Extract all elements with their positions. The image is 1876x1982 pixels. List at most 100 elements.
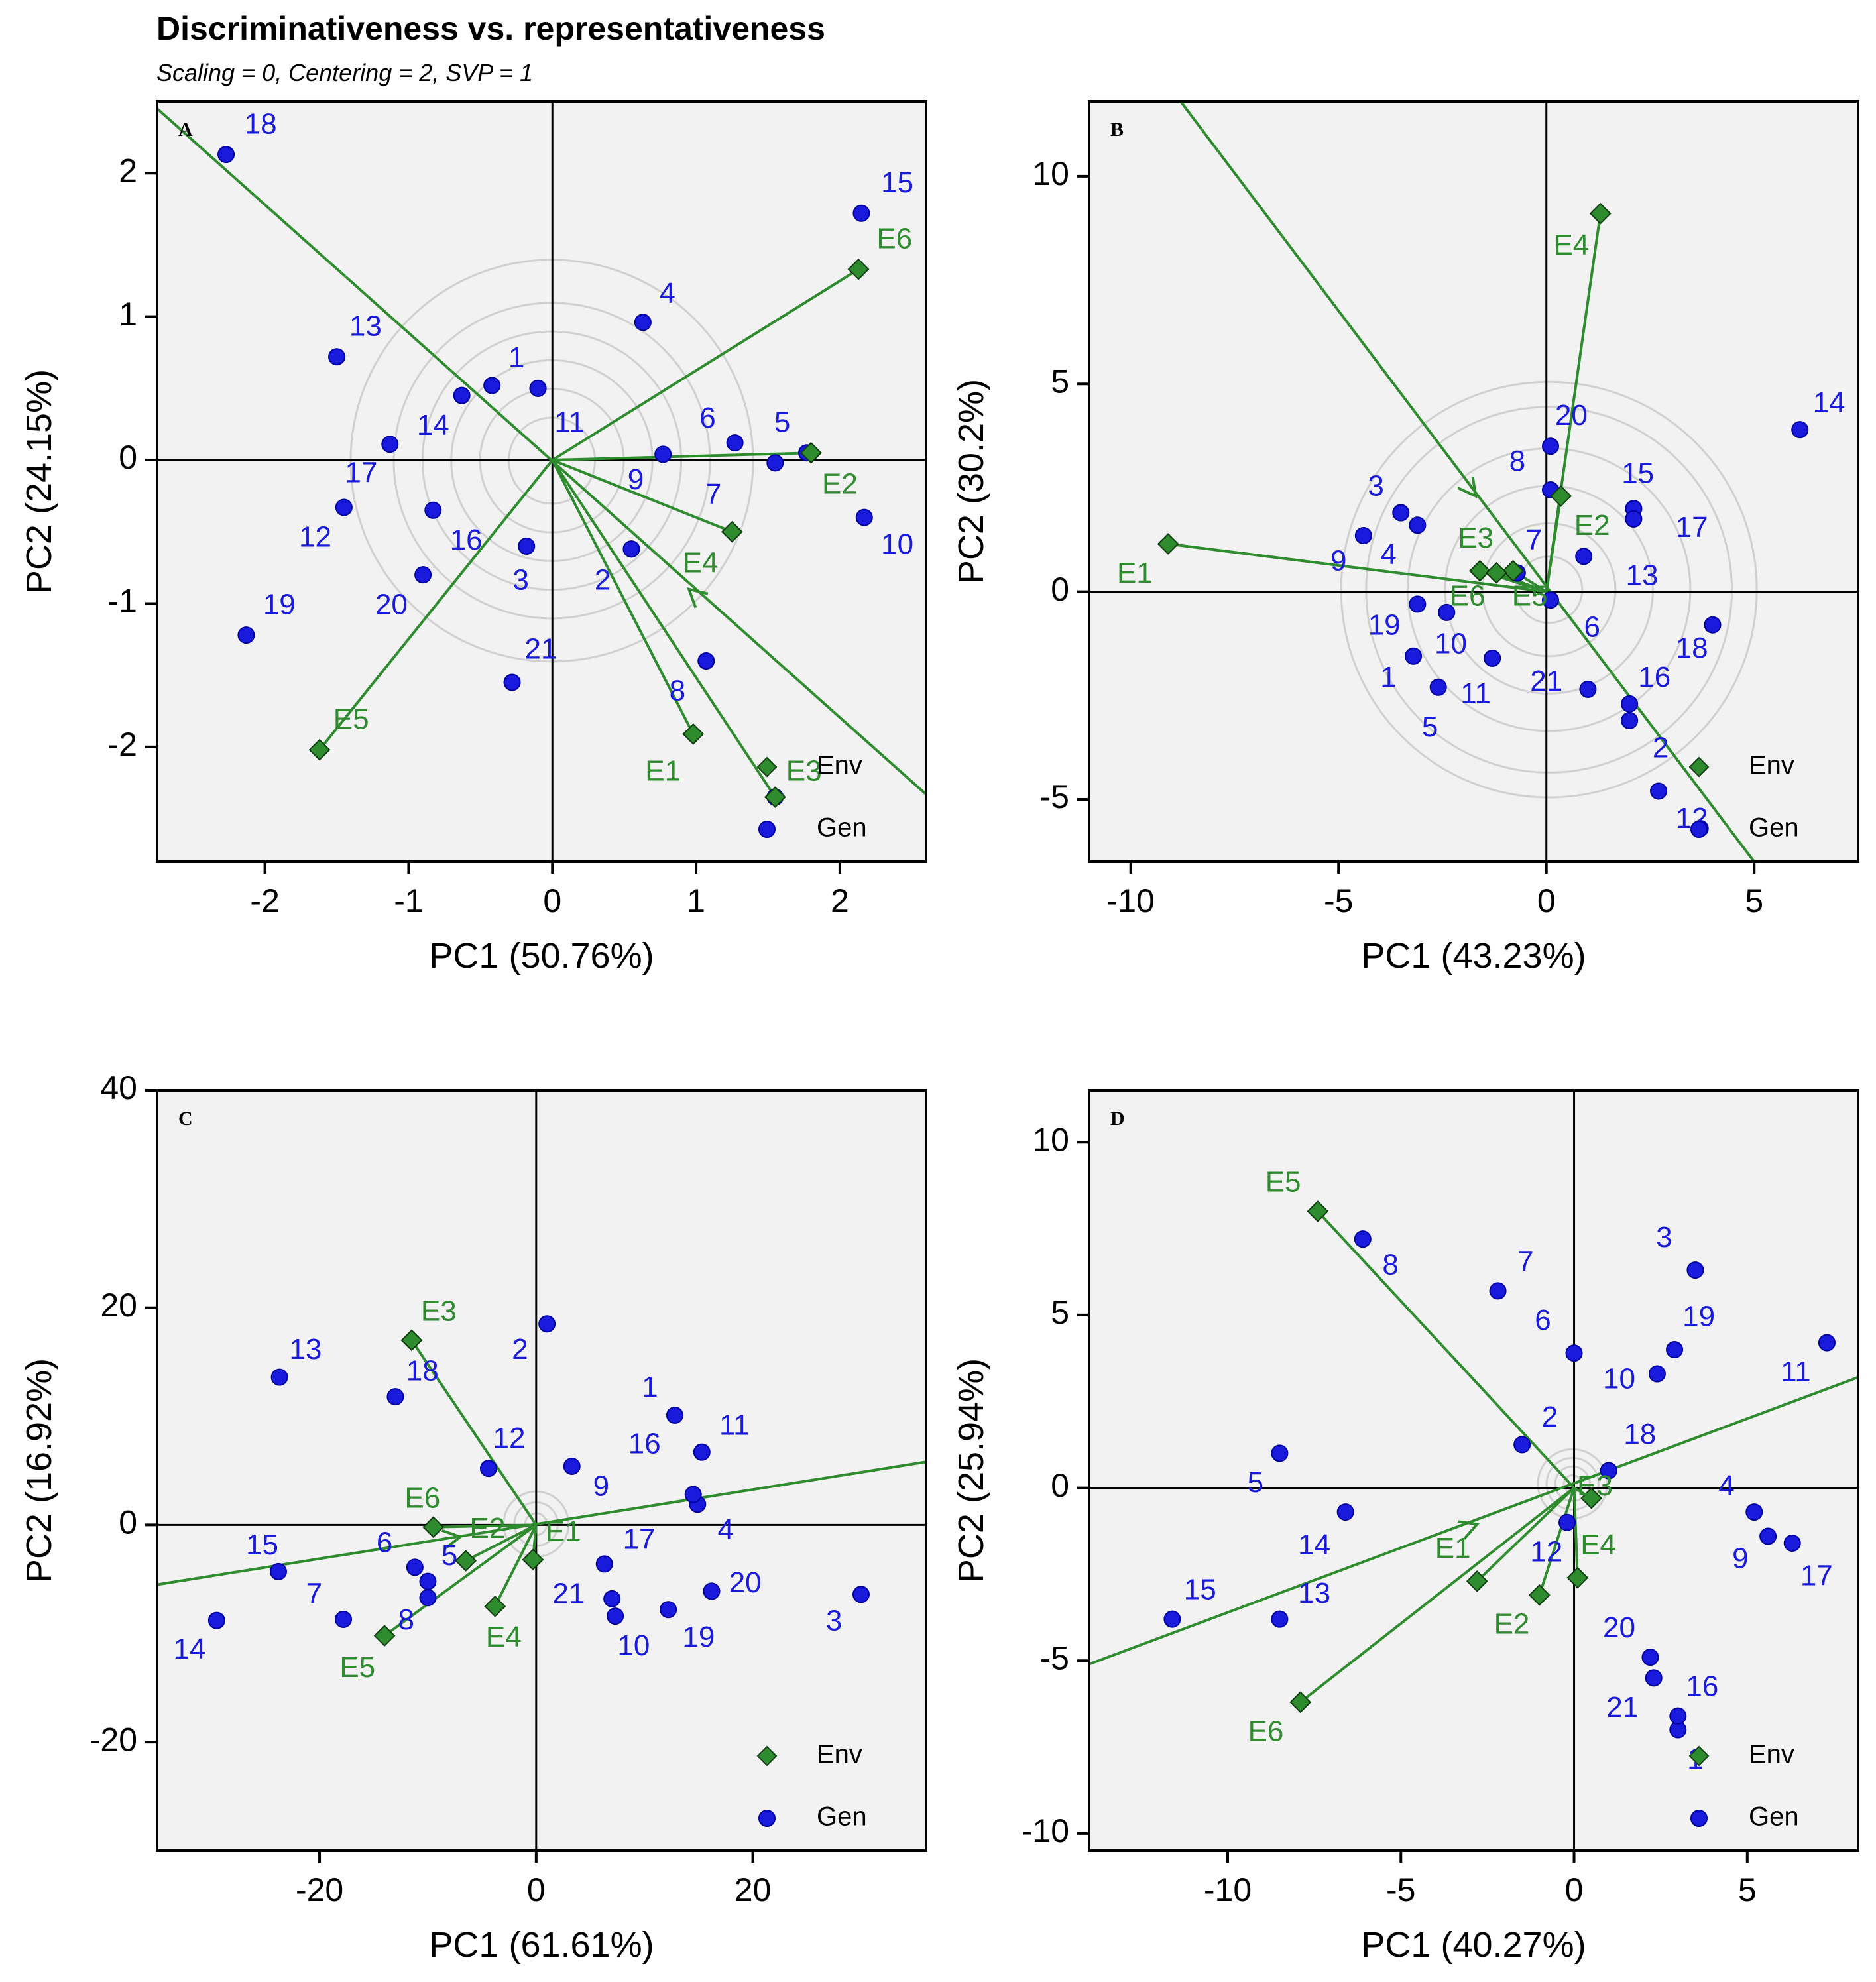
genotype-label: 7	[1526, 524, 1542, 556]
genotype-label: 11	[554, 406, 585, 439]
environment-point	[400, 1329, 423, 1352]
genotype-label: 2	[595, 564, 611, 597]
legend-gen-label: Gen	[817, 1802, 867, 1832]
genotype-label: 6	[377, 1527, 392, 1559]
genotype-point	[269, 1562, 287, 1580]
genotype-point	[538, 1315, 556, 1333]
genotype-label: 3	[1656, 1221, 1672, 1253]
x-tick-label: 0	[1537, 882, 1556, 919]
genotype-label: 15	[246, 1529, 278, 1561]
genotype-point	[1271, 1610, 1289, 1628]
genotype-label: 12	[1530, 1535, 1562, 1568]
genotype-point	[1791, 421, 1809, 439]
genotype-label: 19	[682, 1621, 715, 1653]
concentric-circle	[1514, 555, 1584, 624]
environment-point	[1289, 1691, 1312, 1714]
legend-env-marker	[756, 1745, 778, 1767]
genotype-label: 4	[718, 1513, 734, 1546]
environment-label: E3	[1458, 522, 1494, 554]
environment-point	[764, 786, 786, 809]
genotype-label: 17	[623, 1523, 656, 1556]
genotype-point	[1438, 603, 1456, 621]
genotype-label: 17	[345, 456, 377, 489]
y-tick-label: 10	[1032, 1121, 1069, 1158]
genotype-label: 19	[263, 588, 296, 620]
environment-point	[522, 1548, 544, 1571]
environment-vector	[1538, 1487, 1576, 1596]
environment-label: E5	[333, 703, 369, 736]
genotype-point	[1484, 649, 1501, 667]
panel-C: 123456789101112131415161718192021E1E2E3E…	[19, 1069, 927, 1965]
environment-point	[484, 1595, 506, 1617]
environment-vector	[433, 1523, 536, 1529]
genotype-point	[1669, 1707, 1687, 1725]
genotype-point	[483, 377, 501, 394]
legend-gen-marker	[758, 821, 776, 838]
genotype-label: 6	[699, 402, 715, 434]
environment-point	[682, 723, 705, 745]
y-tick-label: 0	[1051, 1467, 1069, 1504]
genotype-point	[406, 1558, 424, 1576]
environment-point	[1528, 1584, 1551, 1606]
genotype-point	[518, 537, 536, 555]
genotype-point	[503, 673, 521, 691]
genotype-point	[1621, 695, 1639, 713]
plot-area: 123456789101112131415161718192021E1E2E3E…	[1089, 101, 1858, 862]
genotype-point	[1621, 711, 1639, 729]
genotype-label: 20	[375, 588, 408, 620]
environment-label: E2	[1494, 1608, 1530, 1641]
genotype-point	[1600, 1462, 1617, 1480]
genotype-label: 16	[628, 1427, 661, 1460]
genotype-label: 21	[552, 1578, 585, 1610]
genotype-label: 14	[1813, 386, 1846, 419]
genotype-label: 11	[1781, 1356, 1811, 1388]
genotype-point	[270, 1368, 288, 1386]
environment-point	[455, 1550, 477, 1572]
genotype-point	[1579, 680, 1597, 698]
genotype-point	[660, 1601, 677, 1619]
genotype-label: 10	[1603, 1363, 1635, 1395]
genotype-point	[1704, 616, 1722, 634]
x-tick-label: -5	[1386, 1871, 1415, 1908]
environment-vector	[318, 459, 554, 751]
legend-env-marker	[1688, 1745, 1710, 1767]
genotype-label: 9	[1330, 544, 1346, 577]
y-tick-label: -5	[1040, 1639, 1069, 1676]
genotype-label: 14	[1298, 1529, 1330, 1561]
legend-gen-label: Gen	[1749, 813, 1799, 843]
x-tick-label: -20	[296, 1871, 343, 1908]
genotype-label: 20	[1603, 1611, 1635, 1644]
x-tick-label: 0	[1565, 1871, 1584, 1908]
genotype-point	[1625, 510, 1643, 528]
genotype-label: 10	[617, 1629, 650, 1662]
genotype-point	[453, 386, 471, 404]
environment-point	[1466, 1570, 1488, 1592]
genotype-label: 14	[417, 409, 449, 441]
genotype-point	[328, 348, 346, 366]
average-environment-axis	[1089, 1375, 1858, 1666]
genotype-point	[595, 1555, 613, 1573]
environment-point	[422, 1516, 445, 1539]
environment-label: E3	[421, 1295, 457, 1328]
legend-env-label: Env	[817, 1740, 862, 1769]
genotype-point	[1409, 516, 1427, 534]
genotype-point	[1405, 647, 1423, 665]
panel-letter: D	[1110, 1108, 1125, 1130]
plot-background	[157, 101, 926, 862]
genotype-label: 21	[1606, 1691, 1639, 1723]
y-tick-label: 2	[119, 152, 137, 189]
genotype-point	[381, 436, 399, 453]
legend-env-label: Env	[1749, 751, 1794, 780]
genotype-point	[697, 652, 715, 670]
genotype-point	[1354, 526, 1372, 544]
y-tick-label: -5	[1040, 778, 1069, 815]
genotype-label: 5	[1422, 711, 1438, 743]
environment-vector	[1167, 542, 1547, 593]
genotype-point	[666, 1406, 683, 1424]
plot-frame	[1088, 100, 1859, 863]
environment-vector	[1299, 1486, 1575, 1704]
y-tick-label: 0	[119, 1504, 137, 1541]
x-axis-title: PC1 (43.23%)	[1361, 936, 1586, 976]
environment-label: E5	[1512, 580, 1548, 612]
